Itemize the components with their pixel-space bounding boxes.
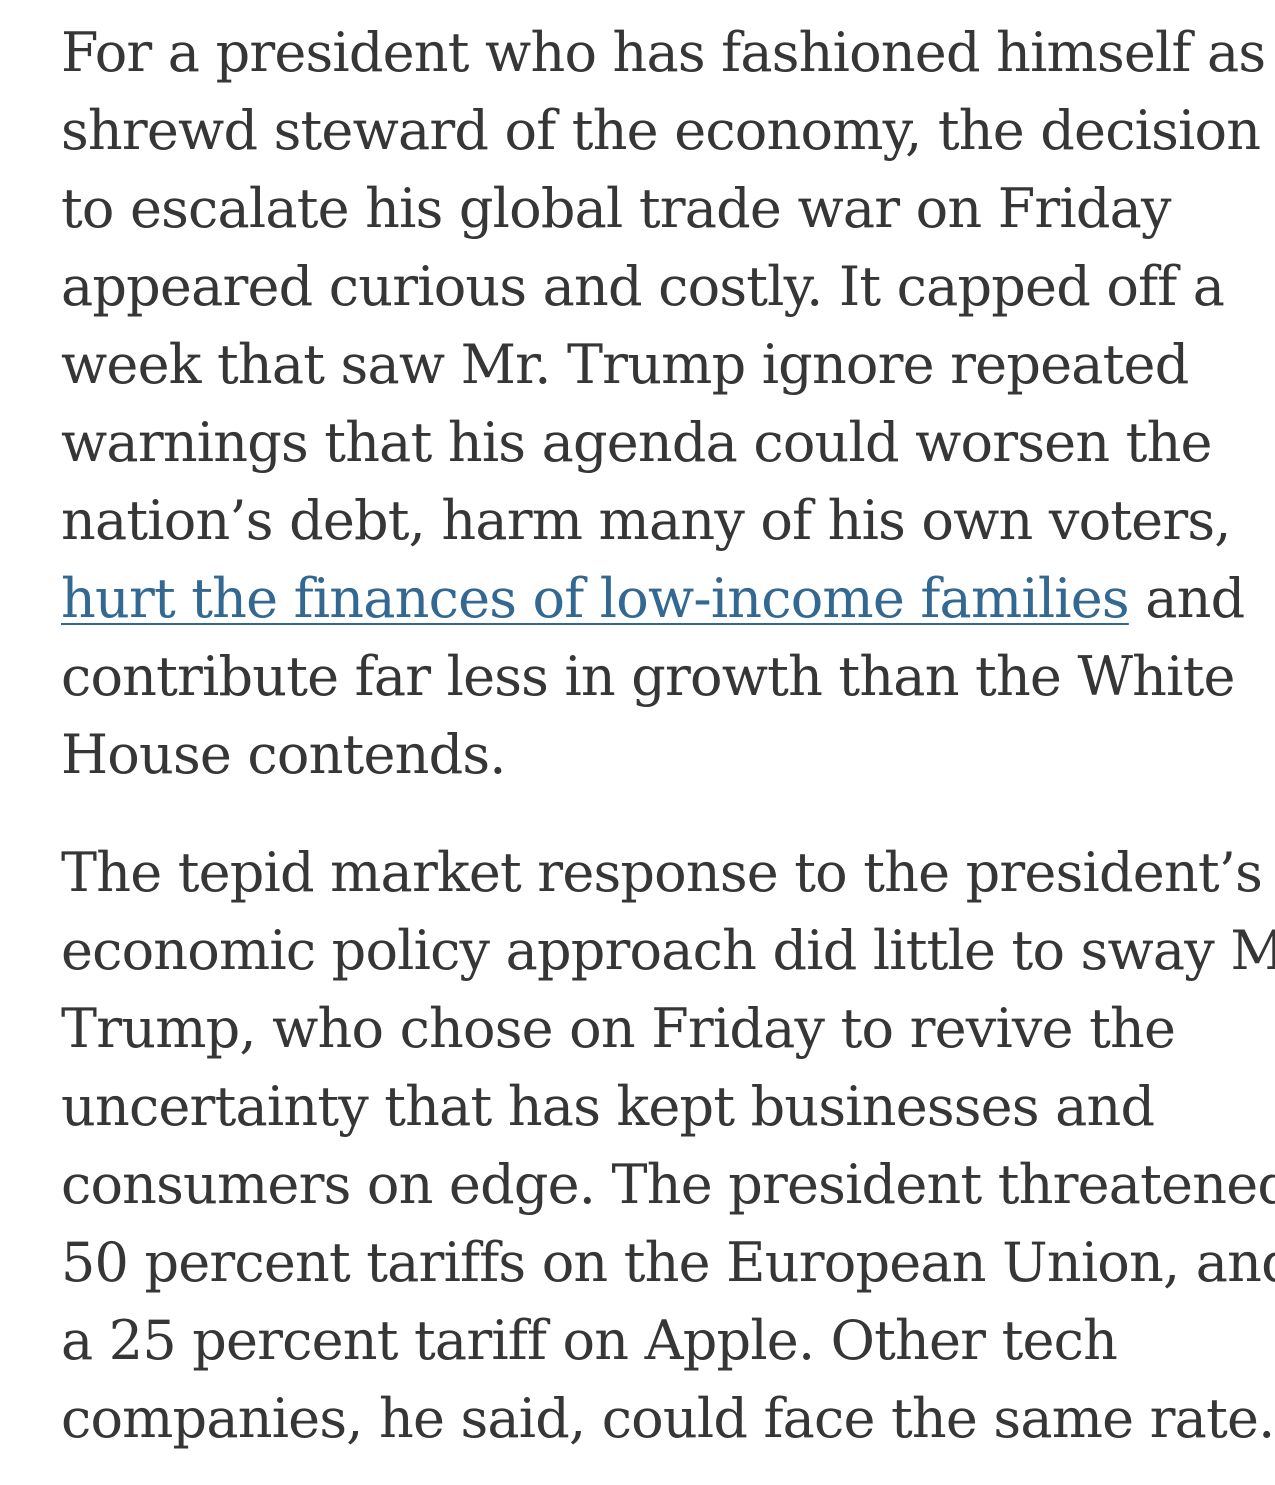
text-line: Trump, who chose on Friday to revive the [61,997,1176,1060]
article-body: For a president who has fashioned himsel… [61,14,1275,1458]
text-line: For a president who has fashioned himsel… [61,21,1275,84]
text-line: The tepid market response to the preside… [61,841,1263,904]
text-line: nation’s debt, harm many of his own vote… [61,489,1231,552]
text-line-with-link: hurt the finances of low-income families… [61,560,1266,638]
low-income-families-link[interactable]: hurt the finances of low-income families [61,567,1130,630]
text-line: a 25 percent tariff on Apple. Other tech [61,1309,1118,1372]
text-line: shrewd steward of the economy, the decis… [61,99,1261,162]
text-line: warnings that his agenda could worsen th… [61,411,1213,474]
text-line: economic policy approach did little to s… [61,919,1275,982]
text-line: 50 percent tariffs on the European Union… [61,1231,1275,1294]
text-line: companies, he said, could face the same … [61,1387,1275,1450]
paragraph-2: The tepid market response to the preside… [61,834,1275,1458]
text-line: week that saw Mr. Trump ignore repeated [61,333,1189,396]
text-after-link: and [1128,567,1245,630]
text-line: uncertainty that has kept businesses and [61,1075,1155,1138]
text-line: to escalate his global trade war on Frid… [61,177,1172,240]
text-line: contribute far less in growth than the W… [61,645,1235,708]
paragraph-1: For a president who has fashioned himsel… [61,14,1275,794]
text-line: appeared curious and costly. It capped o… [61,255,1225,318]
text-line: House contends. [61,723,506,786]
text-line: consumers on edge. The president threate… [61,1153,1275,1216]
